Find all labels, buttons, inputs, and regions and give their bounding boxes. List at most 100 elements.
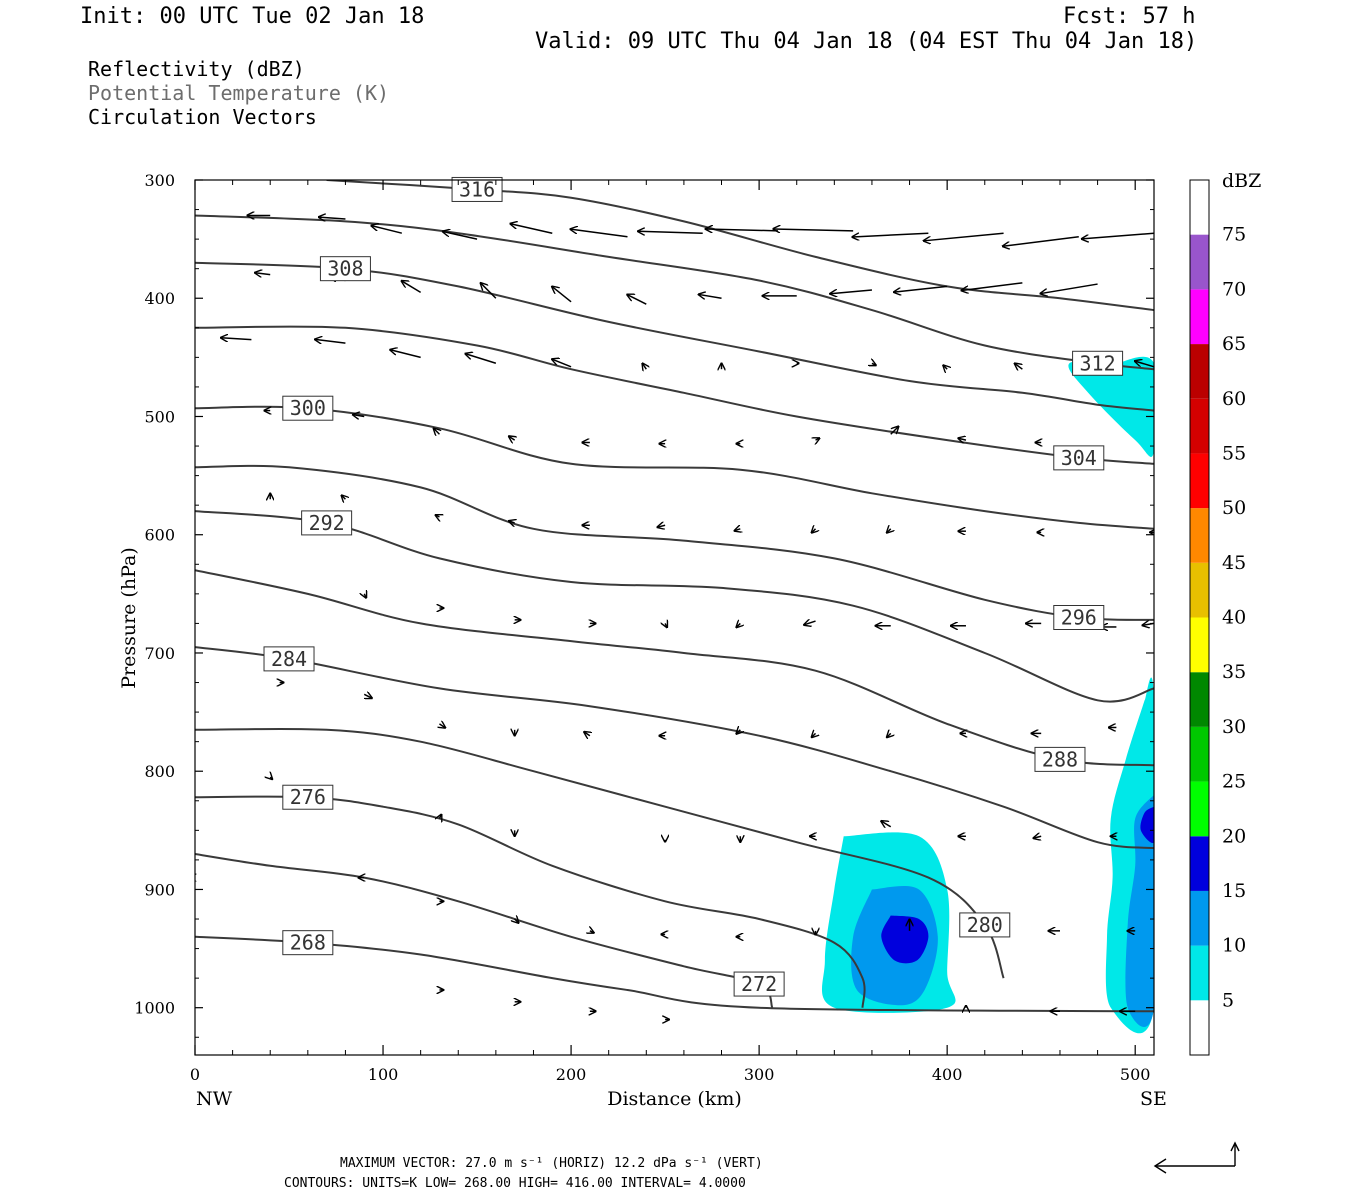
circulation-vector <box>371 226 403 234</box>
circulation-vector <box>402 281 422 293</box>
contour-label: 300 <box>290 396 326 420</box>
colorbar-segment <box>1190 945 1209 1001</box>
colorbar-segment <box>1190 234 1209 290</box>
circulation-vector <box>510 224 553 234</box>
colorbar-segment <box>1190 398 1209 454</box>
contour-label-box <box>733 971 785 997</box>
circulation-vector <box>1003 236 1079 247</box>
x-tick-label: 100 <box>368 1065 399 1084</box>
circulation-vector <box>255 273 271 275</box>
theta-contour <box>195 646 1154 850</box>
colorbar-segment <box>1190 781 1209 837</box>
circulation-vector <box>509 436 515 440</box>
circulation-vector <box>584 732 590 736</box>
circulation-vector <box>439 724 445 728</box>
x-tick-label: 300 <box>744 1065 775 1084</box>
circulation-vector <box>881 821 892 827</box>
colorbar-segment <box>1190 508 1209 563</box>
reflectivity-region <box>881 915 929 964</box>
colorbar-label: 25 <box>1222 771 1246 793</box>
field-reflectivity: Reflectivity (dBZ) <box>88 57 305 81</box>
circulation-vector <box>943 365 947 369</box>
circulation-vector <box>812 733 816 737</box>
circulation-vector <box>627 295 647 305</box>
reference-vector <box>1153 1141 1240 1174</box>
circulation-vector <box>390 350 421 359</box>
colorbar-label: 10 <box>1222 935 1246 957</box>
colorbar-label: 35 <box>1222 661 1246 683</box>
circulation-vector <box>434 429 440 435</box>
colorbar-label: 60 <box>1222 388 1246 410</box>
contour-label: 316 <box>459 177 495 201</box>
circulation-vector <box>443 232 478 240</box>
colorbar-label: 70 <box>1222 278 1246 300</box>
field-vectors: Circulation Vectors <box>88 105 317 129</box>
y-tick-label: 400 <box>144 289 175 308</box>
contour-label: 296 <box>1061 606 1097 630</box>
circulation-vector <box>481 283 497 299</box>
contour-label-box <box>282 395 334 421</box>
circulation-vector <box>872 363 876 365</box>
circulation-vector <box>439 815 441 819</box>
forecast-hour: Fcst: 57 h <box>1063 4 1196 29</box>
circulation-vector <box>364 594 366 598</box>
y-tick-label: 600 <box>144 526 175 545</box>
colorbar-label: 20 <box>1222 825 1246 847</box>
circulation-vector <box>887 733 891 737</box>
colorbar-label: 40 <box>1222 607 1246 629</box>
contour-label-box <box>1053 605 1105 630</box>
colorbar-segment <box>1190 890 1209 946</box>
circulation-vector <box>436 515 440 517</box>
contour-label: 284 <box>271 647 307 671</box>
circulation-vector <box>737 623 741 627</box>
circulation-vector <box>1082 232 1154 239</box>
contour-label-box <box>319 256 371 282</box>
colorbar-unit: dBZ <box>1222 170 1261 192</box>
theta-contour <box>195 853 774 1009</box>
circulation-vector <box>657 525 666 527</box>
theta-contour <box>195 795 866 1008</box>
circulation-vector <box>773 229 854 231</box>
contour-label: 308 <box>327 257 363 281</box>
circulation-vector <box>735 529 741 531</box>
contour-label-box <box>451 176 503 202</box>
contour-label-box <box>282 930 334 956</box>
circulation-vector <box>552 359 572 368</box>
circulation-vector <box>509 521 515 523</box>
circulation-vector <box>364 694 372 698</box>
circulation-vector <box>812 529 816 533</box>
theta-contour <box>195 727 1005 979</box>
x-tick-label: 0 <box>190 1065 200 1084</box>
colorbar-label: 15 <box>1222 880 1246 902</box>
theta-contour <box>195 935 1154 1013</box>
colorbar-segment <box>1190 562 1209 618</box>
circulation-vector <box>319 217 346 219</box>
colorbar-segment <box>1190 726 1209 782</box>
circulation-vector <box>515 919 519 923</box>
x-end-label-nw: NW <box>196 1088 233 1110</box>
circulation-vector <box>221 338 252 340</box>
colorbar-label: 45 <box>1222 552 1246 574</box>
colorbar-label: 5 <box>1222 989 1234 1011</box>
colorbar-segment <box>1190 672 1209 727</box>
circulation-vector <box>315 339 346 343</box>
contour-label-box <box>959 912 1011 938</box>
theta-contour <box>195 510 1154 703</box>
colorbar-segment <box>1190 289 1209 345</box>
colorbar-segment <box>1190 344 1209 399</box>
circulation-vector <box>552 287 572 303</box>
circulation-vector <box>465 354 497 364</box>
colorbar-frame <box>1189 179 1210 1056</box>
theta-contour <box>195 569 1154 767</box>
circulation-vector <box>590 931 594 933</box>
circulation-vector <box>665 623 667 627</box>
circulation-vector <box>1015 363 1023 369</box>
circulation-vector <box>353 415 365 417</box>
contour-label: 292 <box>309 511 345 535</box>
theta-contour <box>195 325 1154 465</box>
colorbar-label: 50 <box>1222 497 1246 519</box>
circulation-vector <box>270 777 272 779</box>
reflectivity-region <box>1140 806 1154 844</box>
contour-label: 304 <box>1061 446 1097 470</box>
colorbar-label: 55 <box>1222 442 1246 464</box>
